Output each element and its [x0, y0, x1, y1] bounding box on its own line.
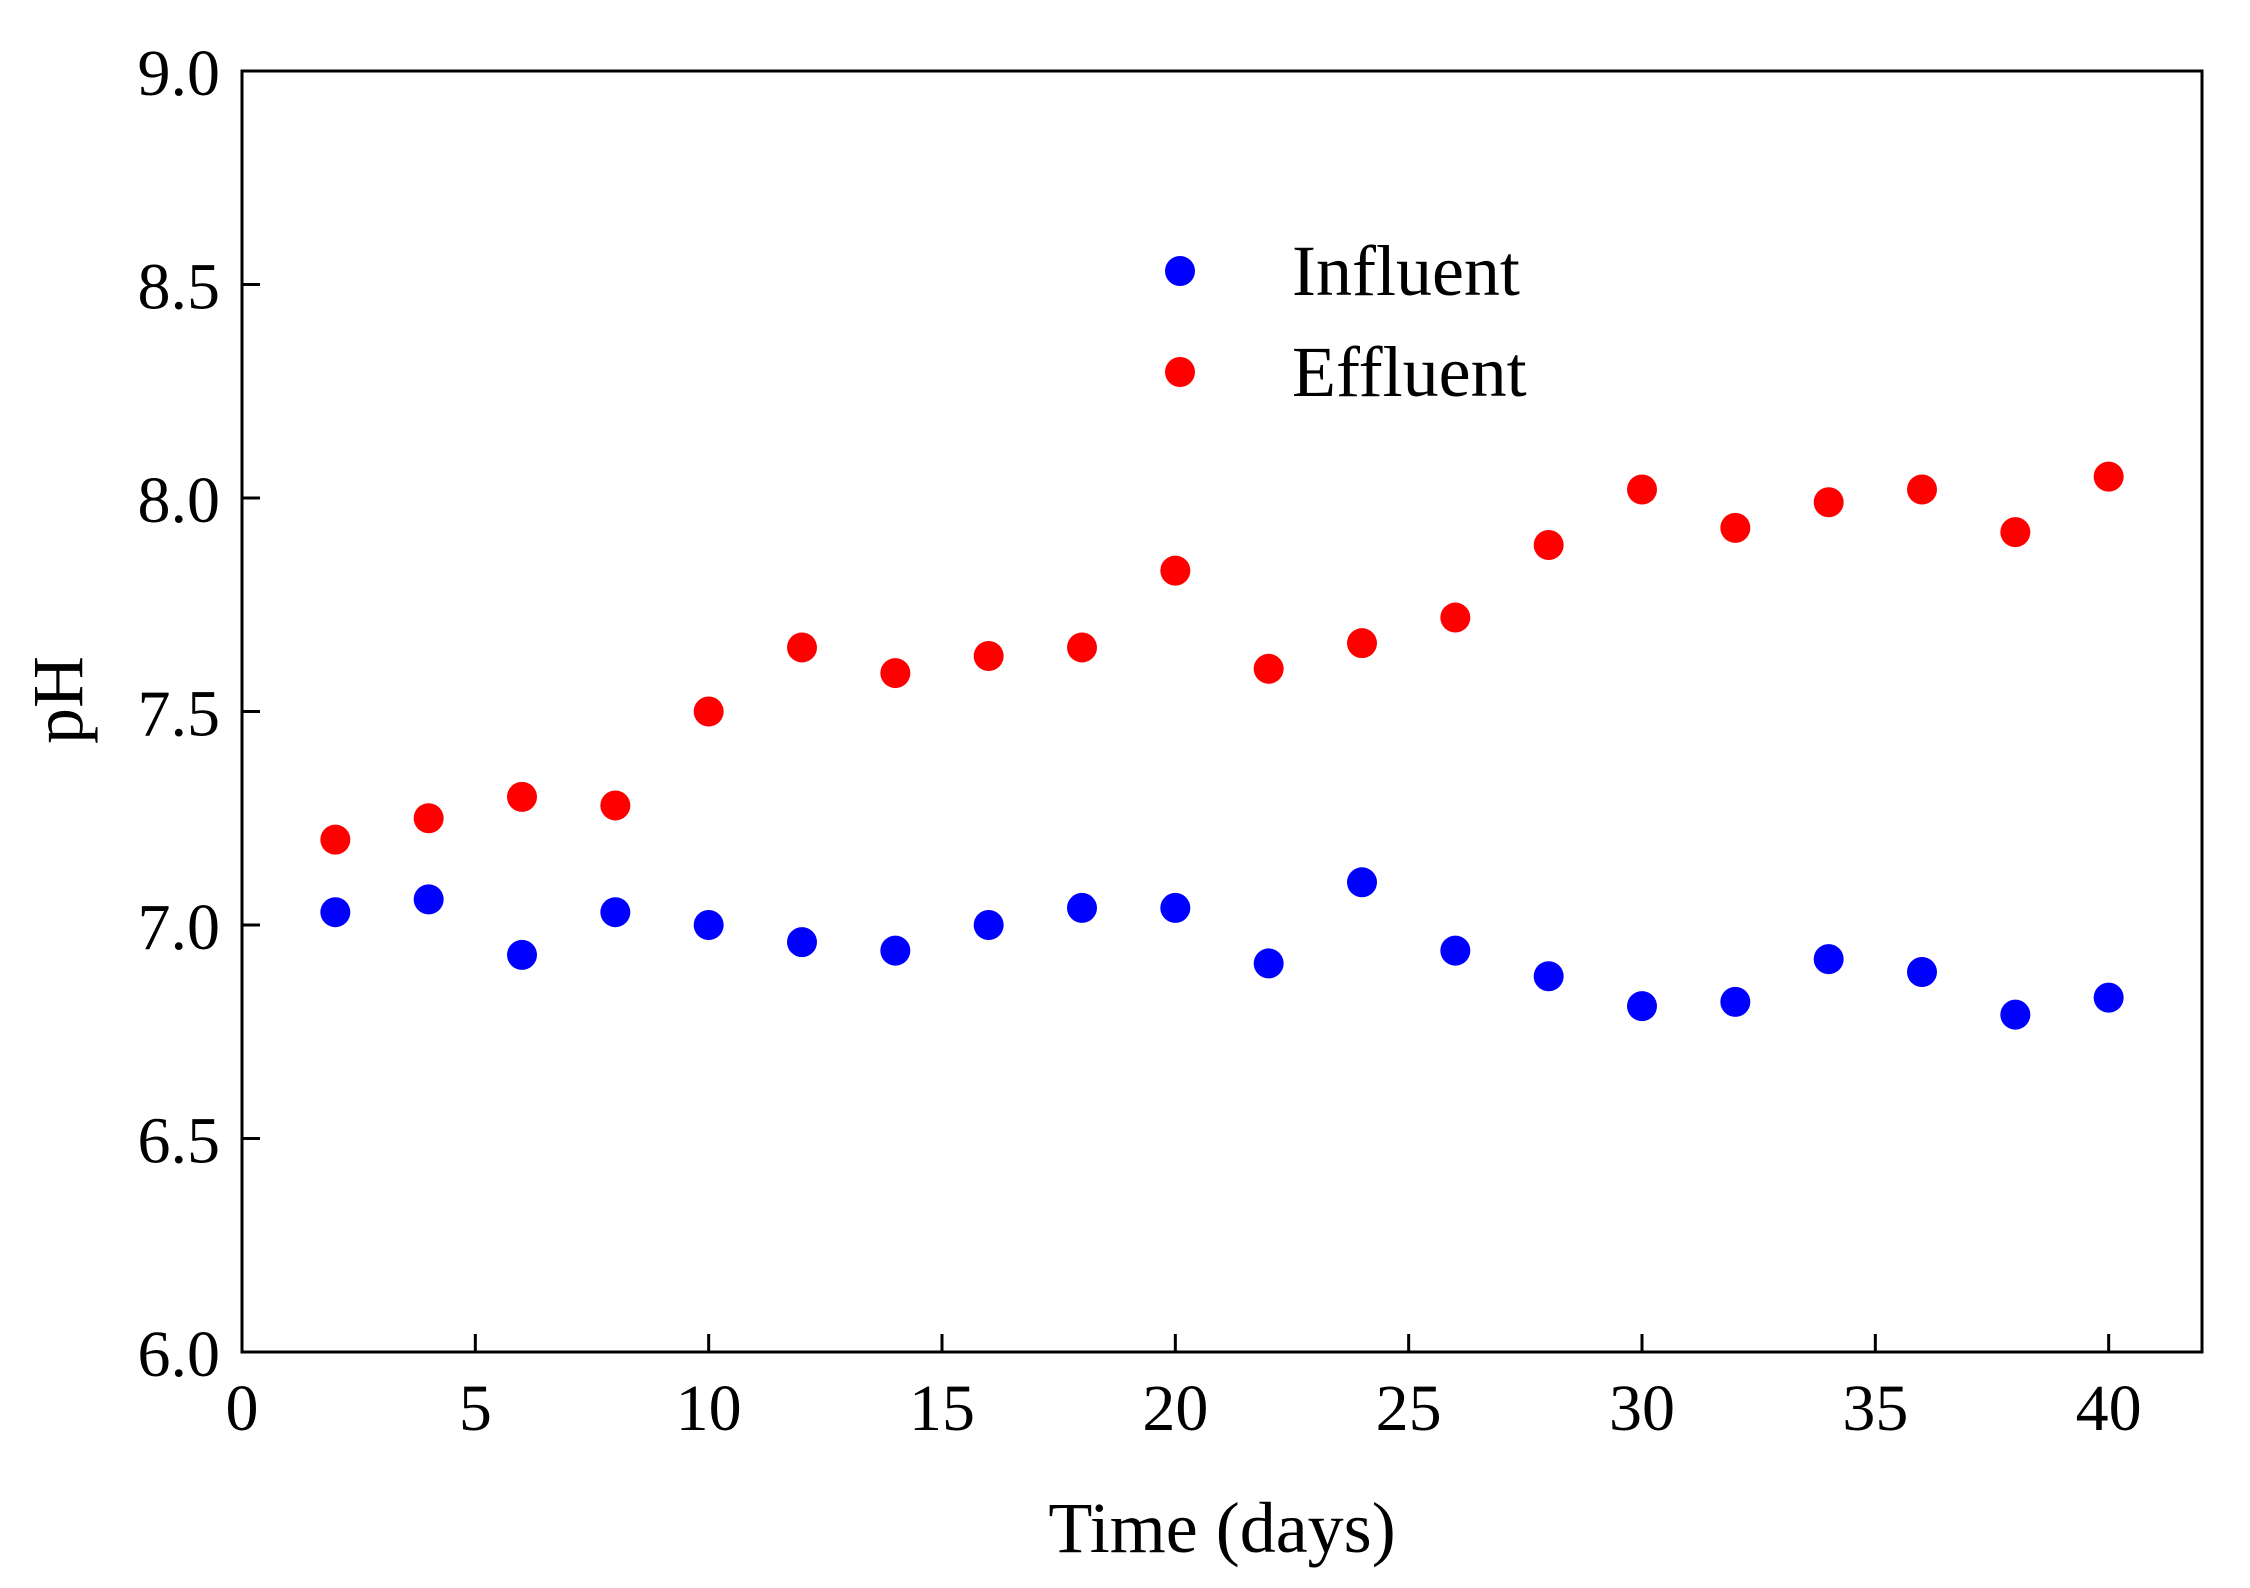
data-point-influent: [693, 910, 724, 940]
x-tick-label: 0: [226, 1372, 259, 1445]
y-tick-label: 7.0: [138, 891, 221, 964]
x-tick-label: 15: [909, 1372, 975, 1445]
data-point-effluent: [507, 781, 537, 812]
data-point-effluent: [880, 658, 911, 689]
legend-item-influent: Influent: [1165, 231, 1520, 311]
data-point-effluent: [2093, 461, 2124, 492]
points-layer: [320, 461, 2124, 1030]
legend-marker: [1165, 256, 1195, 286]
x-tick-label: 35: [1842, 1372, 1908, 1445]
data-point-effluent: [1253, 653, 1284, 684]
data-point-effluent: [1720, 512, 1751, 543]
x-tick-label: 20: [1142, 1372, 1208, 1445]
data-point-effluent: [600, 790, 631, 821]
data-point-influent: [1067, 892, 1097, 923]
y-tick-label: 9.0: [138, 37, 221, 110]
y-tick-label: 6.5: [138, 1105, 221, 1178]
legend-label: Effluent: [1292, 332, 1527, 412]
data-point-influent: [2093, 982, 2124, 1013]
data-point-influent: [1440, 935, 1471, 966]
legend-marker: [1165, 357, 1195, 387]
data-point-influent: [787, 927, 817, 958]
x-tick-label: 40: [2076, 1372, 2142, 1445]
data-point-influent: [1347, 867, 1377, 898]
data-point-effluent: [1533, 529, 1564, 560]
data-point-influent: [1253, 948, 1284, 979]
data-point-influent: [2000, 999, 2031, 1030]
data-point-influent: [1813, 944, 1844, 975]
data-point-effluent: [1067, 632, 1097, 663]
data-point-effluent: [320, 824, 351, 855]
data-point-influent: [1907, 956, 1937, 987]
x-tick-label: 5: [459, 1372, 492, 1445]
data-point-influent: [1533, 961, 1564, 992]
data-point-influent: [1627, 991, 1657, 1022]
data-point-influent: [973, 910, 1004, 940]
series-influent: [320, 867, 2124, 1030]
data-point-effluent: [1440, 602, 1471, 633]
x-tick-label: 30: [1609, 1372, 1675, 1445]
data-point-effluent: [2000, 517, 2031, 548]
data-point-effluent: [1347, 628, 1377, 659]
data-point-effluent: [413, 803, 444, 834]
y-tick-label: 8.0: [138, 464, 221, 537]
y-tick-label: 6.0: [138, 1318, 221, 1391]
data-point-effluent: [787, 632, 817, 663]
data-point-influent: [600, 897, 631, 928]
legend-label: Influent: [1292, 231, 1520, 311]
data-point-influent: [320, 897, 351, 928]
data-point-effluent: [1907, 474, 1937, 505]
data-point-influent: [880, 935, 911, 966]
y-axis-label: pH: [18, 656, 98, 744]
x-axis-label: Time (days): [1048, 1488, 1395, 1568]
x-tick-label: 10: [676, 1372, 742, 1445]
data-point-effluent: [693, 696, 724, 727]
data-point-influent: [1160, 892, 1191, 923]
legend: Influent Effluent: [1165, 231, 1527, 412]
data-point-effluent: [1160, 555, 1191, 586]
ticks-layer: 0 5 10 15 20 25 30 35 40 6.0 6.5 7.0 7.5 8.0 8.5 9.0: [138, 37, 2142, 1445]
y-tick-label: 7.5: [138, 678, 221, 751]
data-point-effluent: [973, 640, 1004, 671]
y-tick-label: 8.5: [138, 251, 221, 324]
data-point-influent: [413, 884, 444, 915]
legend-item-effluent: Effluent: [1165, 332, 1527, 412]
data-point-effluent: [1813, 487, 1844, 518]
data-point-effluent: [1627, 474, 1657, 505]
x-tick-label: 25: [1376, 1372, 1442, 1445]
data-point-influent: [1720, 986, 1751, 1017]
data-point-influent: [507, 939, 537, 970]
series-effluent: [320, 461, 2124, 855]
plot-frame: [240, 69, 2204, 1354]
